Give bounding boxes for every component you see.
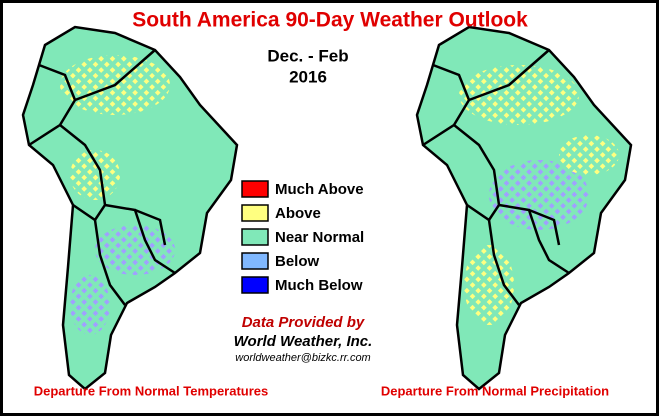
title: South America 90-Day Weather Outlook	[132, 9, 528, 32]
legend-label: Much Below	[275, 277, 363, 294]
credit-source: Data Provided by	[242, 314, 365, 331]
legend-label: Near Normal	[275, 229, 364, 246]
map-caption: Departure From Normal Precipitation	[381, 383, 609, 398]
period: Dec. - Feb	[267, 46, 348, 65]
legend-swatch	[241, 204, 269, 222]
map-left	[21, 25, 239, 391]
legend-swatch	[241, 180, 269, 198]
credit-company: World Weather, Inc.	[234, 333, 373, 350]
legend-swatch	[241, 276, 269, 294]
legend-swatch	[241, 252, 269, 270]
credit-email: worldweather@bizkc.rr.com	[235, 352, 370, 364]
map-caption: Departure From Normal Temperatures	[34, 383, 269, 398]
year: 2016	[289, 67, 327, 86]
map-canvas: South America 90-Day Weather Outlook Dec…	[21, 9, 633, 398]
legend-swatch	[241, 228, 269, 246]
legend-label: Above	[275, 205, 321, 222]
map-right	[415, 25, 633, 391]
legend: Much Above Above Near Normal Below Much Belo…	[241, 180, 364, 294]
legend-label: Below	[275, 253, 320, 270]
legend-label: Much Above	[275, 181, 364, 198]
